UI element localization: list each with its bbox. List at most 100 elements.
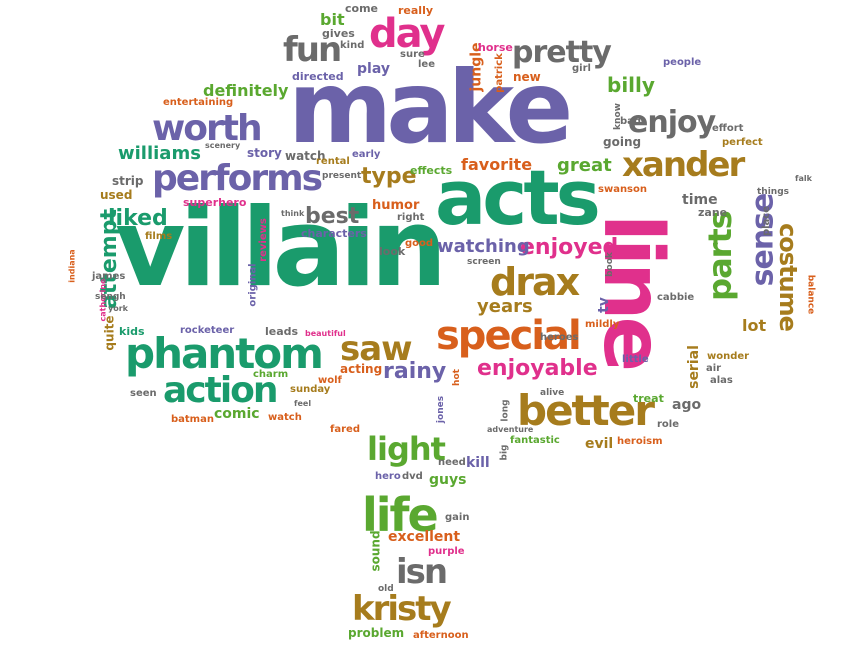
word-used: used: [100, 188, 133, 202]
word-films: films: [145, 231, 173, 242]
word-lot: lot: [742, 316, 767, 335]
word-cabbie: cabbie: [657, 292, 695, 303]
word-watching: watching: [437, 236, 530, 257]
word-time: time: [682, 192, 718, 208]
word-lee: lee: [418, 59, 435, 70]
word-sunday: sunday: [290, 384, 331, 395]
word-hero: hero: [375, 471, 401, 482]
word-wonder: wonder: [707, 351, 750, 362]
word-make: make: [288, 49, 573, 166]
word-williams: williams: [118, 143, 201, 164]
word-parts: parts: [700, 211, 739, 301]
word-heroism: heroism: [617, 436, 663, 447]
word-things: things: [757, 187, 790, 197]
word-girl: girl: [572, 63, 591, 74]
word-humor: humor: [372, 198, 420, 213]
word-strip: strip: [112, 174, 144, 188]
word-day: day: [369, 11, 445, 57]
word-feel: feel: [294, 399, 312, 408]
word-treat: treat: [633, 392, 664, 405]
word-kill: kill: [466, 455, 490, 471]
word-air: air: [706, 363, 722, 374]
word-alive: alive: [540, 388, 565, 398]
word-directed: directed: [292, 70, 344, 83]
word-guys: guys: [429, 472, 467, 488]
word-new: new: [513, 70, 541, 84]
word-purple: purple: [428, 546, 465, 557]
word-enjoy: enjoy: [628, 105, 716, 140]
word-alas: alas: [710, 375, 733, 386]
word-original: original: [247, 263, 259, 307]
word-james: james: [92, 271, 126, 282]
word-heroes: heroes: [540, 332, 579, 343]
word-tv: tv: [595, 297, 612, 313]
word-watch2: watch: [268, 412, 302, 423]
word-superhero: superhero: [183, 196, 247, 209]
word-drax: drax: [490, 260, 580, 304]
word-enjoyable: enjoyable: [477, 356, 598, 381]
word-problem: problem: [348, 626, 405, 640]
word-sengh: sengh: [95, 292, 126, 302]
word-swanson: swanson: [598, 184, 647, 195]
word-long: long: [500, 399, 511, 422]
word-pretty: pretty: [512, 35, 612, 70]
word-serial: serial: [685, 345, 702, 389]
word-present: present: [322, 171, 362, 181]
word-fared: fared: [330, 424, 360, 435]
word-phantom: phantom: [125, 329, 324, 378]
word-evil: evil: [585, 436, 614, 452]
word-zane: zane: [698, 206, 728, 219]
word-patrick: patrick: [493, 53, 505, 93]
word-effort: effort: [712, 123, 744, 134]
word-light: light: [367, 430, 446, 468]
word-fun: fun: [283, 30, 342, 70]
word-liked: liked: [108, 206, 168, 231]
word-little: little: [622, 354, 649, 365]
word-performs: performs: [152, 158, 323, 199]
word-think: think: [281, 209, 305, 218]
word-special: special: [436, 313, 582, 359]
word-jones: jones: [436, 395, 447, 424]
word-old: old: [378, 584, 394, 594]
word-quite: quite: [102, 315, 117, 351]
word-horse: horse: [478, 41, 513, 54]
word-type: type: [361, 164, 417, 189]
word-going: going: [603, 135, 642, 149]
word-life: life: [362, 488, 439, 542]
word-excellent: excellent: [388, 529, 461, 545]
word-effects: effects: [410, 164, 453, 177]
word-screen: screen: [467, 257, 501, 267]
word-characters: characters: [301, 227, 367, 240]
word-billy: billy: [607, 73, 655, 97]
word-need: need: [438, 457, 466, 468]
word-early: early: [352, 149, 381, 160]
word-scenery: scenery: [205, 141, 241, 150]
word-book: book: [604, 252, 615, 277]
word-acts: acts: [435, 153, 601, 242]
word-isn: isn: [396, 552, 448, 592]
word-comic: comic: [214, 406, 260, 422]
word-years: years: [477, 296, 533, 317]
word-rocketeer: rocketeer: [180, 325, 235, 336]
word-worth: worth: [152, 108, 263, 149]
word-charm: charm: [253, 369, 289, 380]
word-perfect: perfect: [722, 137, 763, 148]
word-story: story: [247, 146, 282, 160]
word-bad: bad: [620, 116, 642, 127]
word-role: role: [657, 419, 680, 430]
word-seen: seen: [130, 388, 157, 399]
word-fantastic: fantastic: [510, 435, 560, 446]
word-gain: gain: [445, 512, 470, 523]
word-play: play: [357, 61, 390, 77]
word-place: place: [761, 205, 773, 237]
word-ago: ago: [672, 397, 702, 413]
word-falk: falk: [795, 174, 812, 183]
word-dvd: dvd: [402, 471, 423, 482]
word-costume: costume: [773, 223, 802, 331]
word-people: people: [663, 57, 702, 68]
word-gives: gives: [322, 27, 355, 40]
word-kind: kind: [340, 40, 365, 51]
word-look: look: [379, 245, 406, 258]
word-afternoon: afternoon: [413, 630, 469, 641]
word-villain: villain: [115, 186, 447, 311]
